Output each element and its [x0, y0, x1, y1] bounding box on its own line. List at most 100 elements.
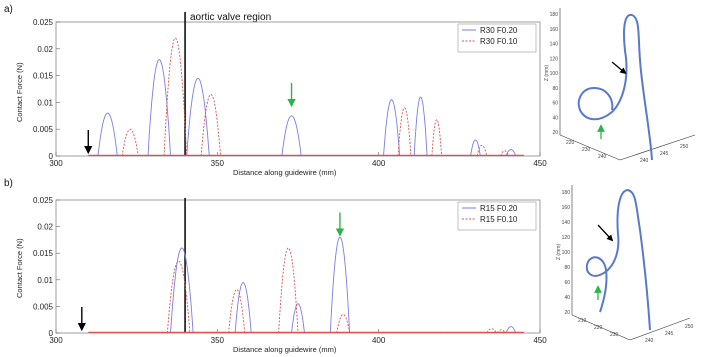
panel-a-label: a) — [4, 4, 13, 15]
panel-b-3d-ztick: 120 — [562, 235, 571, 241]
panel-a-series1-peak — [121, 128, 139, 157]
panel-a-ytick-label: 0.01 — [37, 98, 53, 107]
panel-b-3d-ztick: 160 — [562, 205, 571, 211]
panel-a-plot: 0 0.005 0.01 0.015 0.02 0.025 300 350 400 450 R30 … — [33, 12, 547, 168]
panel-b-series1-peak — [278, 247, 299, 334]
panel-b-3d-zlabel: Z (mm) — [556, 244, 562, 260]
panel-a-3d-zlabel: Z (mm) — [544, 65, 550, 81]
panel-b-legend-label: R15 F0.10 — [480, 215, 518, 224]
panel-a-ytick-label: 0.02 — [37, 45, 53, 54]
panel-a-3d-ztick: 20 — [552, 130, 558, 136]
panel-b-series1-peak — [166, 260, 191, 334]
panel-a-ylabel: Contact Force (N) — [15, 62, 24, 122]
panel-b-3d-ytick: 245 — [665, 331, 674, 337]
panel-a-axes-box — [55, 21, 541, 157]
panel-a-legend-box — [457, 23, 537, 53]
panel-a-ytick-label: 0.025 — [33, 18, 54, 27]
panel-b-3d-ytick: 240 — [645, 338, 654, 344]
panel-a-ytick-label: 0.015 — [33, 72, 54, 81]
panel-b-legend-box — [457, 201, 537, 231]
panel-b-ytick-label: 0.005 — [33, 302, 54, 311]
panel-a-series0-peak — [186, 77, 210, 157]
panel-a-3d-ytick: 240 — [640, 158, 649, 164]
panel-b-3d-xtick: 220 — [594, 325, 603, 331]
panel-b-plot: 0 0.005 0.01 0.015 0.02 0.025 300 350 400 450 R15 … — [33, 196, 547, 345]
panel-b-xtick-label: 400 — [372, 336, 386, 345]
panel-b-ytick-label: 0.01 — [37, 276, 53, 285]
panel-a-3d-catheter: 180 160 140 120 100 80 60 40 20 Z (mm) 220 230 240 24… — [544, 8, 696, 164]
panel-a-series1-peak — [397, 107, 412, 157]
panel-a-xlabel: Distance along guidewire (mm) — [233, 168, 337, 177]
panel-a-legend-label: R30 F0.10 — [480, 37, 518, 46]
panel-a-xtick-label: 300 — [49, 159, 63, 168]
panel-b-3d-ztick: 100 — [562, 250, 571, 256]
panel-a-xtick-label: 450 — [533, 159, 547, 168]
panel-a-series0-peak — [413, 96, 428, 157]
panel-a-series1-peak — [500, 150, 509, 157]
panel-a-series0-peak — [505, 149, 517, 157]
panel-a-3d-axes — [559, 8, 696, 161]
panel-b-xlabel: Distance along guidewire (mm) — [233, 345, 337, 354]
panel-a-3d-xtick: 240 — [598, 154, 607, 160]
panel-b-3d-ztick: 40 — [564, 295, 570, 301]
panel-a-series0-peak — [470, 139, 481, 157]
panel-a-series1-peak — [476, 144, 488, 157]
panel-b-3d-xtick: 230 — [610, 332, 619, 338]
panel-a-3d-ztick: 160 — [550, 27, 559, 33]
panel-b-xtick-label: 350 — [211, 336, 225, 345]
panel-b-ytick-label: 0 — [49, 329, 54, 338]
aortic-valve-label: aortic valve region — [190, 12, 271, 23]
panel-a-series0-peak — [97, 112, 118, 157]
panel-b-3d-xtick: 210 — [578, 318, 587, 324]
panel-a-legend-label: R30 F0.20 — [480, 26, 518, 35]
panel-b-xtick-label: 450 — [533, 336, 547, 345]
panel-a-3d-ytick: 250 — [680, 144, 689, 150]
panel-a-3d-ztick: 100 — [550, 71, 559, 77]
panel-b-series1-peak — [497, 329, 506, 334]
panel-b-3d-ztick: 80 — [564, 265, 570, 271]
panel-a-ytick-label: 0.005 — [33, 125, 54, 134]
panel-a-series0-peak — [383, 99, 401, 157]
panel-a-series0-peak — [147, 58, 171, 157]
panel-b-series0-peak — [170, 247, 194, 334]
panel-b-series0-peak — [291, 303, 305, 334]
panel-a-3d-xtick: 230 — [582, 147, 591, 153]
panel-a-series0-peak — [281, 115, 302, 157]
panel-a-series1-peak — [431, 119, 443, 157]
panel-a-3d-ztick: 180 — [550, 12, 559, 18]
panel-a-xtick-label: 350 — [211, 159, 225, 168]
panel-a-3d-ytick: 245 — [660, 151, 669, 157]
panel-b-3d-ztick: 140 — [562, 220, 571, 226]
panel-a-3d-ztick: 140 — [550, 42, 559, 48]
panel-b-catheter-path — [585, 188, 651, 331]
panel-b-3d-axes — [571, 185, 691, 341]
panel-a-3d-ztick: 60 — [552, 101, 558, 107]
panel-b-ytick-label: 0.025 — [33, 196, 54, 205]
panel-b-label: b) — [4, 178, 13, 189]
panel-b-black-arrow — [597, 224, 614, 242]
panel-a-series1-peak — [200, 93, 222, 157]
panel-b-series0-peak — [234, 282, 252, 334]
panel-b-ytick-label: 0.015 — [33, 249, 54, 258]
panel-b-3d-ztick: 180 — [562, 190, 571, 196]
panel-b-legend-label: R15 F0.20 — [480, 204, 518, 213]
panel-a-black-arrow — [611, 61, 627, 75]
panel-a-3d-xtick: 220 — [566, 140, 575, 146]
panel-b-3d-ztick: 20 — [564, 310, 570, 316]
panel-a-3d-ztick: 80 — [552, 86, 558, 92]
panel-a-3d-ztick: 40 — [552, 115, 558, 121]
panel-b-xtick-label: 300 — [49, 336, 63, 345]
panel-a-3d-ztick: 120 — [550, 56, 559, 62]
panel-b-ytick-label: 0.02 — [37, 223, 53, 232]
panel-b-3d-ztick: 60 — [564, 280, 570, 286]
panel-a-xtick-label: 400 — [372, 159, 386, 168]
panel-b-series0-peak — [329, 236, 351, 334]
panel-b-3d-ytick: 250 — [685, 324, 694, 330]
panel-b-3d-catheter: 180 160 140 120 100 80 60 40 20 Z (mm) 210 220 230 24… — [556, 185, 694, 344]
panel-b-series1-peak — [336, 313, 351, 334]
panel-a-catheter-path — [577, 13, 653, 161]
panel-b-ylabel: Contact Force (N) — [15, 238, 24, 298]
panel-b-series0-peak — [505, 326, 517, 334]
panel-a-series1-peak — [163, 37, 188, 157]
